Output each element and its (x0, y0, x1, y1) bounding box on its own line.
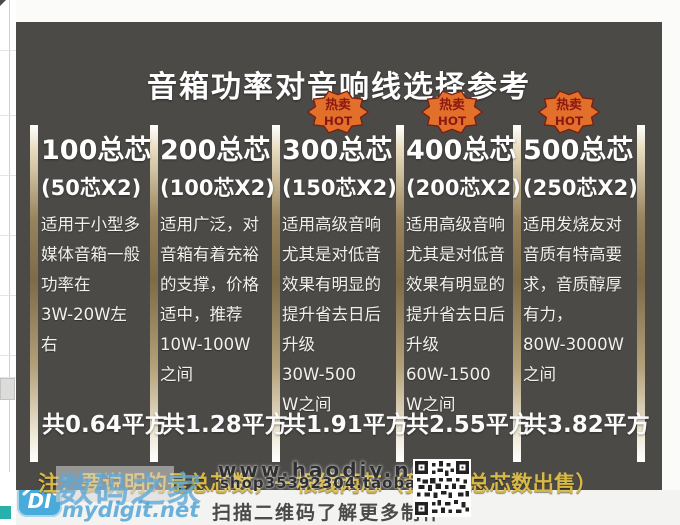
column-total-area: 共3.82平方 (524, 412, 650, 438)
gold-divider-bar (150, 125, 158, 462)
mydigit-site-name: 数码之家 (58, 471, 203, 511)
column-total-area: 共1.91平方 (283, 412, 409, 438)
column-header: 100总芯 (41, 135, 152, 166)
column-header: 400总芯 (406, 135, 517, 166)
gold-divider-bar (637, 125, 645, 462)
window-edge-strip (0, 0, 16, 525)
gold-divider-bar (396, 125, 404, 462)
svg-text:热卖: 热卖 (325, 97, 351, 113)
corner-marker-icon (0, 0, 6, 6)
gold-divider-bar (513, 125, 521, 462)
spec-column-200: 200总芯 (100芯X2) 适用广泛，对 音箱有着充裕 的支撑，价格 适中，推… (160, 128, 275, 390)
column-total-area: 共2.55平方 (406, 412, 532, 438)
column-header: 200总芯 (160, 135, 271, 166)
qr-code (413, 459, 471, 517)
svg-text:DI: DI (27, 489, 52, 513)
haodiy-url-watermark: www.haodiy.net (218, 458, 441, 482)
spec-column-500: 500总芯 (250芯X2) 适用发烧友对 音质有特高要 求，音质醇厚 有力， … (523, 128, 638, 390)
column-subheader: (150芯X2) (282, 176, 397, 200)
gold-divider-bar (30, 125, 38, 462)
column-header: 500总芯 (523, 135, 634, 166)
svg-text:HOT: HOT (324, 114, 353, 128)
hot-badge-icon: 热卖 HOT (420, 88, 484, 136)
svg-text:热卖: 热卖 (556, 97, 582, 113)
taobao-shop-watermark: shop35392304.taobao.com (220, 474, 473, 492)
column-description: 适用高级音响 尤其是对低音 效果有明显的 提升省去日后 升级 60W-1500 … (406, 215, 505, 415)
watermark-backdrop (56, 466, 174, 502)
column-header: 300总芯 (282, 135, 393, 166)
svg-text:HOT: HOT (438, 114, 467, 128)
hot-badge-icon: 热卖 HOT (306, 88, 370, 136)
gold-divider-bar (272, 125, 280, 462)
scroll-thumb[interactable] (0, 378, 15, 400)
mydigit-site-url: mydigit.net (62, 498, 200, 522)
column-subheader: (250芯X2) (523, 176, 638, 200)
column-description: 适用于小型多 媒体音箱一般 功率在 3W-20W左 右 (41, 215, 140, 355)
teal-corner-chip (0, 506, 11, 519)
column-total-area: 共1.28平方 (162, 412, 288, 438)
spec-column-300: 300总芯 (150芯X2) 适用高级音响 尤其是对低音 效果有明显的 提升省去… (282, 128, 397, 420)
hot-badge-icon: 热卖 HOT (537, 88, 601, 136)
column-subheader: (100芯X2) (160, 176, 275, 200)
svg-text:热卖: 热卖 (439, 97, 465, 113)
ruler-line (9, 0, 10, 472)
column-subheader: (50芯X2) (41, 176, 142, 200)
column-subheader: (200芯X2) (406, 176, 521, 200)
column-description: 适用发烧友对 音质有特高要 求，音质醇厚 有力， 80W-3000W 之间 (523, 215, 624, 385)
column-total-area: 共0.64平方 (42, 412, 168, 438)
spec-column-100: 100总芯 (50芯X2) 适用于小型多 媒体音箱一般 功率在 3W-20W左 … (41, 128, 153, 360)
spec-column-400: 400总芯 (200芯X2) 适用高级音响 尤其是对低音 效果有明显的 提升省去… (406, 128, 521, 420)
column-description: 适用广泛，对 音箱有着充裕 的支撑，价格 适中，推荐 10W-100W 之间 (160, 215, 259, 385)
svg-text:HOT: HOT (555, 114, 584, 128)
column-description: 适用高级音响 尤其是对低音 效果有明显的 提升省去日后 升级 30W-500 W… (282, 215, 381, 415)
qr-caption-watermark: 扫描二维码了解更多制作 (212, 502, 444, 524)
